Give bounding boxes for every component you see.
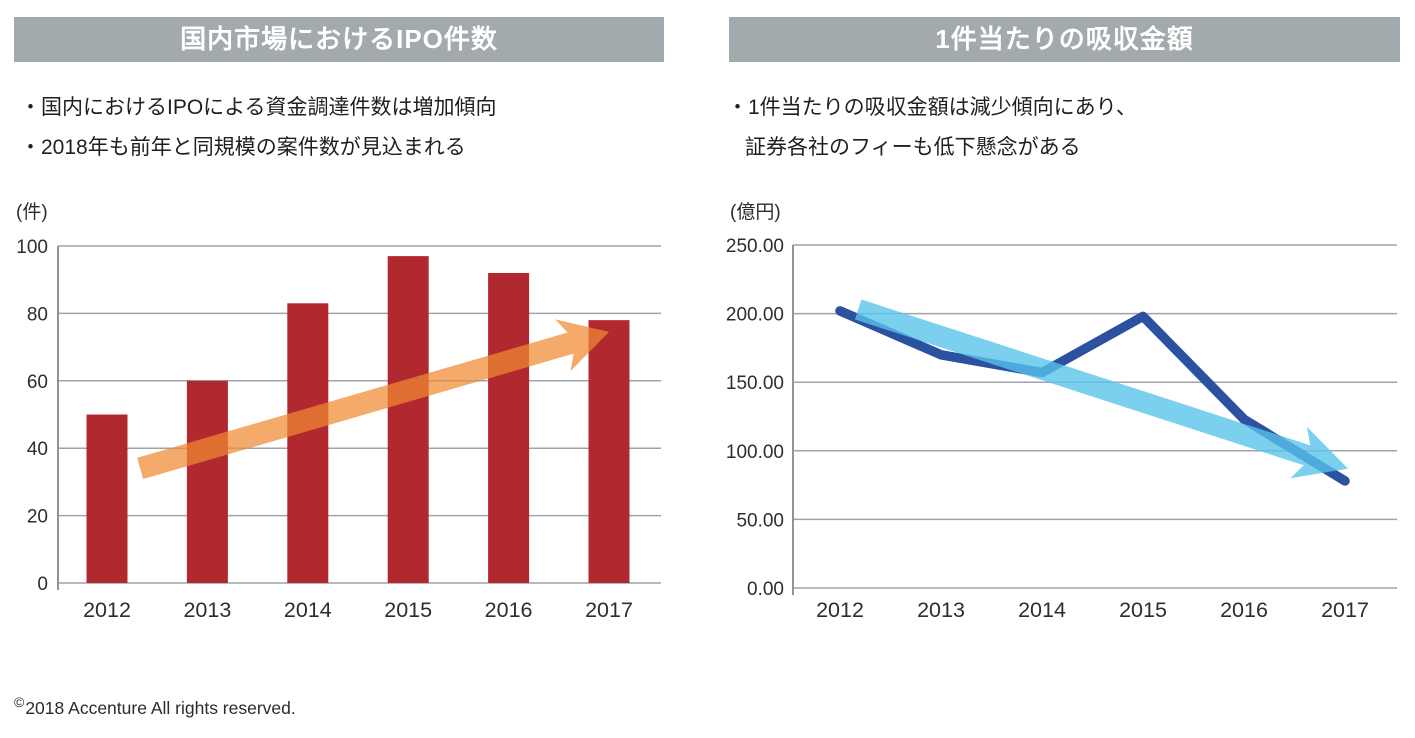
copyright-text: 2018 Accenture All rights reserved.: [25, 698, 296, 718]
bullet-item: ・国内におけるIPOによる資金調達件数は増加傾向: [20, 96, 497, 119]
y-tick-label: 20: [27, 507, 48, 528]
right-chart-title: 1件当たりの吸収金額: [729, 17, 1400, 62]
axis-unit-label: (件): [16, 201, 48, 223]
trend-arrow-head: [1290, 426, 1349, 479]
bullet-item: 証券各社のフィーも低下懸念がある: [745, 136, 1081, 159]
bullet-item: ・1件当たりの吸収金額は減少傾向にあり、: [727, 96, 1137, 119]
y-tick-label: 0: [37, 574, 48, 595]
y-tick-label: 200.00: [726, 305, 784, 326]
y-tick-label: 60: [27, 372, 48, 393]
y-tick-label: 40: [27, 439, 48, 460]
copyright-symbol: ©: [14, 694, 25, 710]
trend-arrow: [854, 299, 1349, 479]
trend-arrow-shaft: [854, 299, 1316, 468]
y-tick-label: 100.00: [726, 442, 784, 463]
y-tick-label: 50.00: [736, 510, 784, 531]
y-tick-label: 100: [16, 237, 48, 258]
ipo-count-bar-chart: 0 20 40 60 80 100 2012 2013 2014 2015 2016 2017 (件): [16, 201, 661, 622]
bullet-item: ・2018年も前年と同規模の案件数が見込まれる: [20, 136, 466, 159]
absorption-amount-line-chart: 0.00 50.00 100.00 150.00 200.00 250.00 2012 201…: [726, 201, 1397, 622]
y-tick-label: 250.00: [726, 236, 784, 257]
trend-arrow-head: [555, 319, 609, 372]
left-chart-title: 国内市場におけるIPO件数: [14, 17, 664, 62]
x-tick-label: 2013: [183, 598, 231, 622]
x-tick-label: 2016: [485, 598, 533, 622]
x-tick-label: 2017: [1321, 598, 1369, 622]
axis-unit-label: (億円): [730, 201, 781, 223]
x-tick-label: 2014: [1018, 598, 1066, 622]
trend-arrow-shaft: [137, 331, 579, 479]
left-bullet-list: ・国内におけるIPOによる資金調達件数は増加傾向 ・2018年も前年と同規模の案…: [20, 88, 497, 168]
x-tick-label: 2012: [83, 598, 131, 622]
y-tick-label: 80: [27, 304, 48, 325]
x-tick-label: 2012: [816, 598, 864, 622]
x-tick-label: 2015: [1119, 598, 1167, 622]
bar-2014: [287, 303, 329, 583]
bar-2013: [186, 380, 228, 583]
y-tick-label: 0.00: [747, 579, 784, 600]
y-tick-label: 150.00: [726, 373, 784, 394]
x-tick-label: 2017: [585, 598, 633, 622]
x-tick-label: 2013: [917, 598, 965, 622]
bar-2015: [387, 256, 429, 583]
trend-arrow: [137, 319, 609, 479]
bar-2016: [488, 272, 530, 583]
x-tick-label: 2015: [384, 598, 432, 622]
x-tick-label: 2016: [1220, 598, 1268, 622]
bar-2017: [588, 320, 630, 583]
bar-2012: [86, 414, 128, 583]
copyright-notice: ©2018 Accenture All rights reserved.: [14, 694, 296, 719]
right-bullet-list: ・1件当たりの吸収金額は減少傾向にあり、 証券各社のフィーも低下懸念がある: [727, 88, 1137, 168]
x-tick-label: 2014: [284, 598, 332, 622]
